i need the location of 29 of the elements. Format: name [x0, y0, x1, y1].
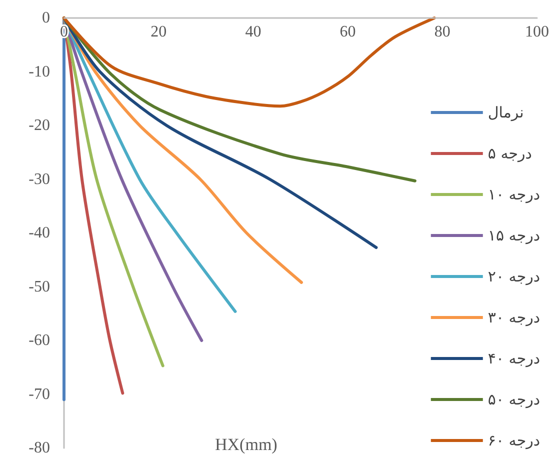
y-tick-label: -50	[28, 278, 50, 296]
legend-label: ۵۰ درجه	[488, 390, 540, 408]
legend-label: ۶۰ درجه	[488, 432, 540, 450]
y-tick-label: -70	[28, 386, 50, 403]
y-tick-label: -20	[28, 117, 50, 134]
line-series	[62, 16, 303, 284]
legend-label: ۱۵ درجه	[488, 226, 540, 244]
legend-label: ۵ درجه	[488, 144, 532, 162]
y-tick-label: -10	[28, 63, 50, 80]
y-tick-label: -80	[28, 440, 50, 456]
y-tick-label: -40	[28, 224, 50, 242]
legend-label: ۲۰ درجه	[488, 268, 540, 286]
x-tick-label: 0	[60, 24, 68, 40]
x-axis-title: HX(mm)	[215, 435, 278, 454]
line-series	[62, 16, 164, 368]
legend-label: ۱۰ درجه	[488, 186, 540, 204]
y-tick-label: 0	[42, 10, 50, 26]
line-series	[62, 16, 436, 108]
line-series	[62, 16, 124, 395]
x-tick-label: 40	[245, 24, 262, 40]
legend-label: ۴۰ درجه	[488, 350, 540, 368]
legend-label: ۳۰ درجه	[488, 308, 540, 326]
x-tick-label: 20	[150, 24, 167, 40]
legend-label: نرمال	[488, 104, 524, 122]
y-tick-label: -30	[28, 170, 50, 188]
x-tick-label: 60	[340, 24, 356, 40]
x-tick-label: 100	[525, 24, 549, 40]
x-tick-label: 80	[434, 24, 450, 40]
y-tick-label: -60	[28, 332, 50, 349]
